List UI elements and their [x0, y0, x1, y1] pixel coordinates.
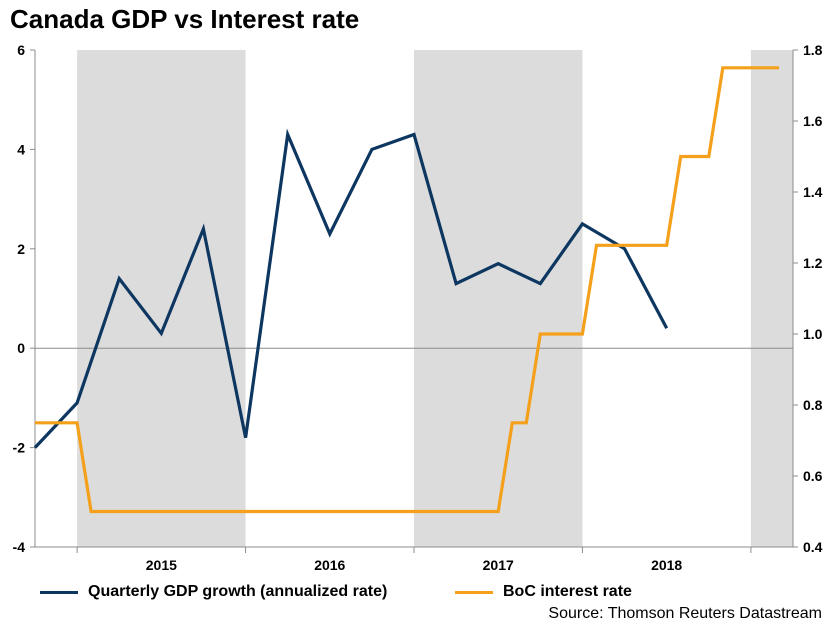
right-tick-label: 1.4 — [803, 184, 823, 200]
left-tick-label: 4 — [17, 141, 25, 157]
left-tick-label: -4 — [13, 539, 26, 555]
right-tick-label: 0.6 — [803, 468, 823, 484]
right-tick-label: 1.0 — [803, 326, 823, 342]
interest-rate-line — [35, 66, 779, 514]
shaded-band-2015 — [77, 50, 246, 547]
legend-rate-swatch — [455, 590, 493, 594]
chart-title: Canada GDP vs Interest rate — [10, 4, 360, 34]
right-tick-label: 0.8 — [803, 397, 823, 413]
right-tick-label: 1.8 — [803, 42, 823, 58]
legend-rate-label: BoC interest rate — [503, 583, 632, 600]
x-tick-label: 2015 — [146, 557, 177, 573]
x-tick-label: 2017 — [483, 557, 514, 573]
left-tick-label: 6 — [17, 42, 25, 58]
left-tick-label: -2 — [13, 440, 26, 456]
right-tick-label: 0.4 — [803, 539, 823, 555]
legend-rate: BoC interest rate — [455, 578, 632, 606]
right-tick-label: 1.6 — [803, 113, 823, 129]
legend-gdp-swatch — [40, 590, 78, 594]
left-tick-label: 2 — [17, 241, 25, 257]
gdp-growth-line — [33, 128, 669, 449]
left-tick-label: 0 — [17, 340, 25, 356]
shaded-band-2019 — [750, 50, 793, 547]
shaded-band-2017 — [414, 50, 583, 547]
x-tick-label: 2016 — [314, 557, 345, 573]
right-tick-label: 1.2 — [803, 255, 823, 271]
source-note: Source: Thomson Reuters Datastream — [548, 605, 822, 622]
legend-gdp-label: Quarterly GDP growth (annualized rate) — [88, 583, 388, 600]
legend-gdp: Quarterly GDP growth (annualized rate) — [40, 578, 387, 606]
x-tick-label: 2018 — [651, 557, 682, 573]
